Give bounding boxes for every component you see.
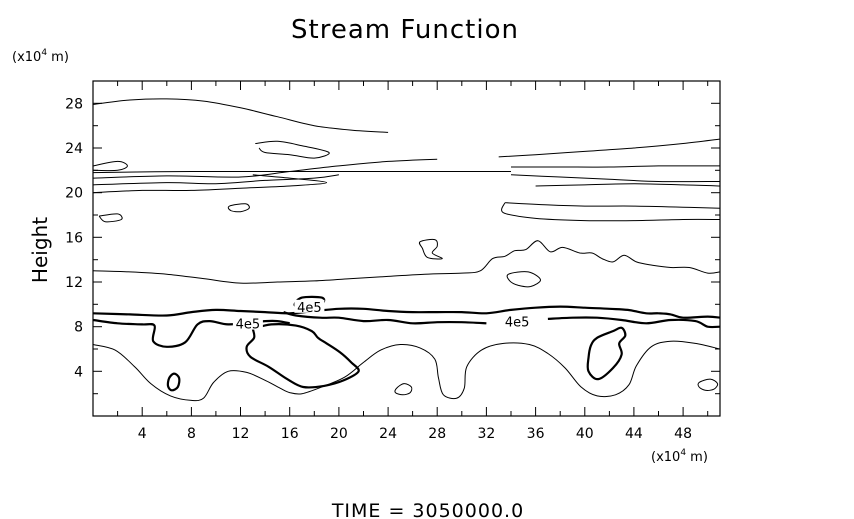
x-tick-label: 36 [527,426,545,442]
y-axis-label: Height [28,217,52,283]
contour-labels: 4e5 4e5 4e5 [232,299,533,333]
y-tick-label: 24 [65,141,83,157]
x-tick-label: 32 [477,426,495,442]
contour-label-bg-2 [232,316,263,330]
contour-line-4 [92,170,511,174]
y-tick-label: 12 [65,275,83,291]
x-tick-label: 40 [576,426,594,442]
contour-line-8 [498,138,721,158]
contour-line-2 [255,140,330,159]
contour-lines [92,98,721,402]
x-tick-label: 12 [232,426,250,442]
contour-line-16 [418,238,443,260]
contour-line-27 [394,383,413,396]
x-tick-label: 44 [625,426,643,442]
contour-line-13 [501,202,721,222]
contour-line-12 [504,202,721,209]
contour-line-6 [92,174,339,186]
contour-line-24 [245,323,360,389]
x-tick-label: 4 [138,426,147,442]
plot-frame [92,80,721,417]
contour-label-bg-1 [294,299,325,313]
y-tick-label: 20 [65,186,83,202]
time-label: TIME = 3050000.0 [331,500,524,519]
contour-line-17 [92,240,721,284]
contour-line-18 [506,271,541,288]
y-tick-label: 16 [65,230,83,246]
contour-line-21 [283,311,487,325]
y-tick-label: 4 [74,364,83,380]
contour-label-2: 4e5 [236,318,261,333]
contour-line-14 [98,213,123,223]
contour-line-26 [166,372,181,392]
contour-line-29 [92,340,721,402]
contour-line-22 [547,316,721,329]
y-tick-label: 28 [65,96,83,112]
contour-line-20 [92,318,290,348]
contour-line-5 [92,158,438,179]
contour-line-15 [227,203,250,213]
y-unit-label: (x104 m) [12,48,69,65]
contour-line-25 [586,326,627,381]
y-tick-label: 8 [74,320,83,336]
contour-label-bg-3 [502,314,533,328]
contour-line-28 [697,378,719,391]
contour-line-11 [535,183,721,187]
x-tick-label: 16 [281,426,299,442]
x-tick-label: 20 [330,426,348,442]
x-unit-label: (x104 m) [651,448,708,465]
contour-line-9 [511,165,721,168]
x-tick-label: 28 [428,426,446,442]
x-tick-label: 8 [187,426,196,442]
x-tick-label: 48 [674,426,692,442]
x-tick-label: 24 [379,426,397,442]
chart-title: Stream Function [291,15,519,45]
contour-label-1: 4e5 [297,301,322,316]
contour-line-1 [92,98,389,133]
contour-line-19 [92,305,721,319]
contour-line-10 [510,174,721,183]
contour-label-3: 4e5 [505,315,530,330]
contour-line-7 [92,174,328,194]
axis-ticks [93,81,720,416]
contour-line-3 [92,160,128,172]
